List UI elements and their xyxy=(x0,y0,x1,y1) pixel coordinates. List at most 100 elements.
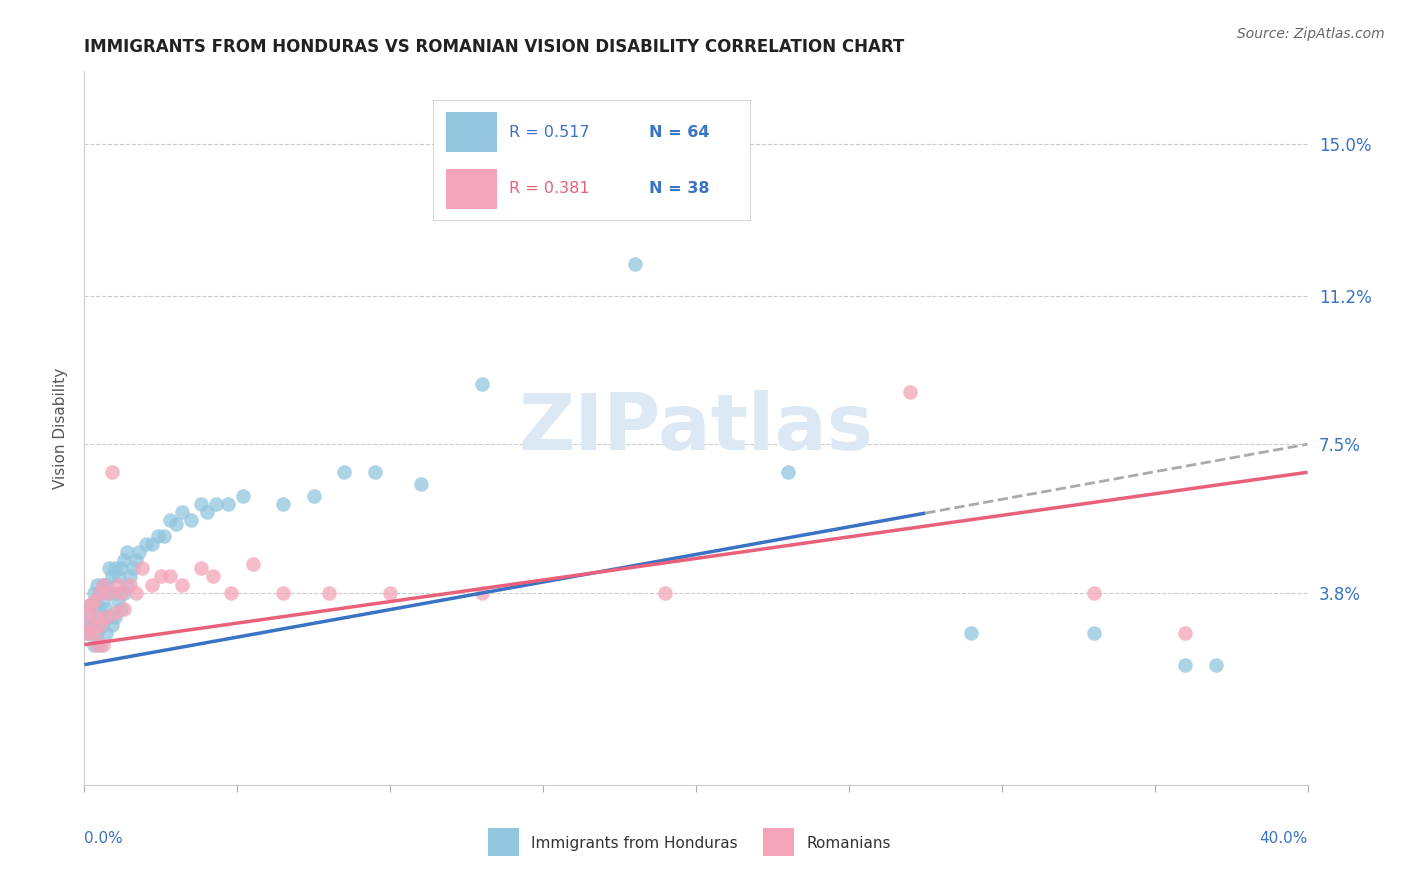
Point xyxy=(125,585,148,599)
Point xyxy=(101,617,124,632)
Point xyxy=(86,625,108,640)
Point xyxy=(110,585,132,599)
Point xyxy=(89,617,111,632)
Y-axis label: Vision Disability: Vision Disability xyxy=(52,368,67,489)
Point xyxy=(115,545,138,559)
Point xyxy=(180,513,202,527)
Point xyxy=(83,593,105,607)
Point xyxy=(101,569,124,583)
Point xyxy=(110,601,132,615)
Point xyxy=(1174,657,1197,672)
Point xyxy=(205,497,228,511)
Point xyxy=(110,561,132,575)
Point xyxy=(135,537,157,551)
Text: Source: ZipAtlas.com: Source: ZipAtlas.com xyxy=(1237,27,1385,41)
Point xyxy=(89,585,111,599)
Point xyxy=(89,585,111,599)
Point xyxy=(159,569,181,583)
Point xyxy=(97,609,120,624)
Point xyxy=(91,638,114,652)
Point xyxy=(104,585,127,599)
Point xyxy=(141,537,163,551)
Point xyxy=(112,553,135,567)
Text: IMMIGRANTS FROM HONDURAS VS ROMANIAN VISION DISABILITY CORRELATION CHART: IMMIGRANTS FROM HONDURAS VS ROMANIAN VIS… xyxy=(84,38,904,56)
Point xyxy=(128,545,150,559)
Point xyxy=(91,593,114,607)
Point xyxy=(190,497,212,511)
Point xyxy=(409,477,432,491)
Point xyxy=(654,585,676,599)
Point xyxy=(76,625,98,640)
Point xyxy=(89,606,111,620)
Point xyxy=(104,609,127,624)
Point xyxy=(76,606,98,620)
Point xyxy=(172,577,194,591)
Point xyxy=(107,569,129,583)
Point xyxy=(91,577,114,591)
Point xyxy=(624,257,647,271)
Point xyxy=(195,505,218,519)
Point xyxy=(97,561,120,575)
Point xyxy=(380,585,402,599)
Point xyxy=(86,609,108,624)
Point xyxy=(219,585,242,599)
Point xyxy=(112,601,135,615)
Point xyxy=(271,497,294,511)
Point xyxy=(153,529,176,543)
Point xyxy=(89,638,111,652)
Point xyxy=(141,577,163,591)
Point xyxy=(149,569,172,583)
Point xyxy=(364,465,387,479)
Point xyxy=(1083,625,1105,640)
Point xyxy=(125,553,148,567)
Point xyxy=(172,505,194,519)
Text: 40.0%: 40.0% xyxy=(1260,831,1308,847)
Text: Immigrants from Honduras: Immigrants from Honduras xyxy=(531,836,738,851)
Point xyxy=(122,561,145,575)
Point xyxy=(79,609,101,624)
Point xyxy=(83,625,105,640)
Point xyxy=(471,377,494,392)
Point xyxy=(271,585,294,599)
Point xyxy=(107,577,129,591)
Point xyxy=(83,585,105,599)
Point xyxy=(79,598,101,612)
Point xyxy=(112,585,135,599)
Point xyxy=(104,561,127,575)
Text: 0.0%: 0.0% xyxy=(84,831,124,847)
Point xyxy=(104,606,127,620)
Point xyxy=(318,585,340,599)
Point xyxy=(242,558,264,572)
Point xyxy=(1083,585,1105,599)
Point xyxy=(776,465,799,479)
Point xyxy=(94,577,117,591)
Point xyxy=(91,577,114,591)
Point xyxy=(83,617,105,632)
Point xyxy=(115,577,138,591)
Point xyxy=(79,598,101,612)
Point xyxy=(1174,625,1197,640)
Point xyxy=(960,625,983,640)
Text: ZIPatlas: ZIPatlas xyxy=(519,390,873,467)
Point xyxy=(86,638,108,652)
Point xyxy=(190,561,212,575)
Point xyxy=(131,561,153,575)
Point xyxy=(94,609,117,624)
Point xyxy=(97,585,120,599)
Point xyxy=(217,497,239,511)
Point xyxy=(94,601,117,615)
Point xyxy=(91,617,114,632)
Point xyxy=(86,577,108,591)
Point xyxy=(86,598,108,612)
Point xyxy=(83,638,105,652)
Point xyxy=(76,625,98,640)
Point xyxy=(302,489,325,503)
Point xyxy=(120,577,142,591)
Point xyxy=(898,385,921,400)
Point xyxy=(120,569,142,583)
Point xyxy=(79,617,101,632)
Point xyxy=(101,465,124,479)
Point xyxy=(165,517,187,532)
Point xyxy=(94,625,117,640)
Point xyxy=(232,489,254,503)
